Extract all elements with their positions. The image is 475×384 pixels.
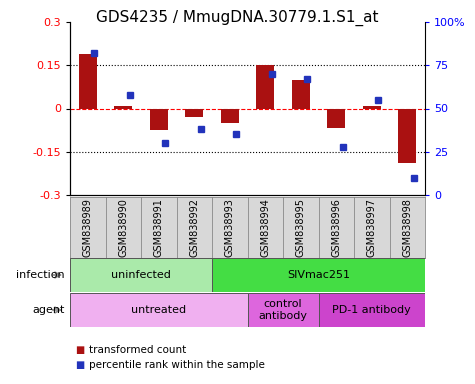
Text: GDS4235 / MmugDNA.30779.1.S1_at: GDS4235 / MmugDNA.30779.1.S1_at [96, 10, 379, 26]
Text: percentile rank within the sample: percentile rank within the sample [89, 360, 265, 370]
Text: GSM838991: GSM838991 [154, 198, 164, 257]
Text: GSM838996: GSM838996 [331, 198, 341, 257]
Bar [114, 106, 132, 109]
Bar [185, 109, 203, 117]
Text: GSM838990: GSM838990 [118, 198, 128, 257]
Bar [221, 109, 238, 123]
Bar [256, 65, 274, 109]
Text: ■: ■ [75, 345, 84, 355]
Text: SIVmac251: SIVmac251 [287, 270, 350, 280]
Text: control
antibody: control antibody [258, 299, 307, 321]
Text: PD-1 antibody: PD-1 antibody [332, 305, 411, 315]
Bar [79, 54, 96, 109]
Bar [212, 258, 425, 292]
Text: GSM838998: GSM838998 [402, 198, 412, 257]
Bar [292, 79, 310, 109]
Text: untreated: untreated [131, 305, 186, 315]
Bar [150, 109, 168, 130]
Text: GSM838992: GSM838992 [189, 198, 199, 257]
Bar [247, 293, 319, 327]
Bar [70, 293, 247, 327]
Text: GSM838995: GSM838995 [296, 198, 306, 257]
Text: infection: infection [16, 270, 65, 280]
Text: GSM838997: GSM838997 [367, 198, 377, 257]
Bar [319, 293, 425, 327]
Text: uninfected: uninfected [111, 270, 171, 280]
Bar [399, 109, 416, 163]
Text: GSM838989: GSM838989 [83, 198, 93, 257]
Text: agent: agent [33, 305, 65, 315]
Bar [70, 258, 212, 292]
Text: GSM838994: GSM838994 [260, 198, 270, 257]
Bar [363, 106, 380, 109]
Text: ■: ■ [75, 360, 84, 370]
Bar [327, 109, 345, 128]
Text: transformed count: transformed count [89, 345, 186, 355]
Text: GSM838993: GSM838993 [225, 198, 235, 257]
